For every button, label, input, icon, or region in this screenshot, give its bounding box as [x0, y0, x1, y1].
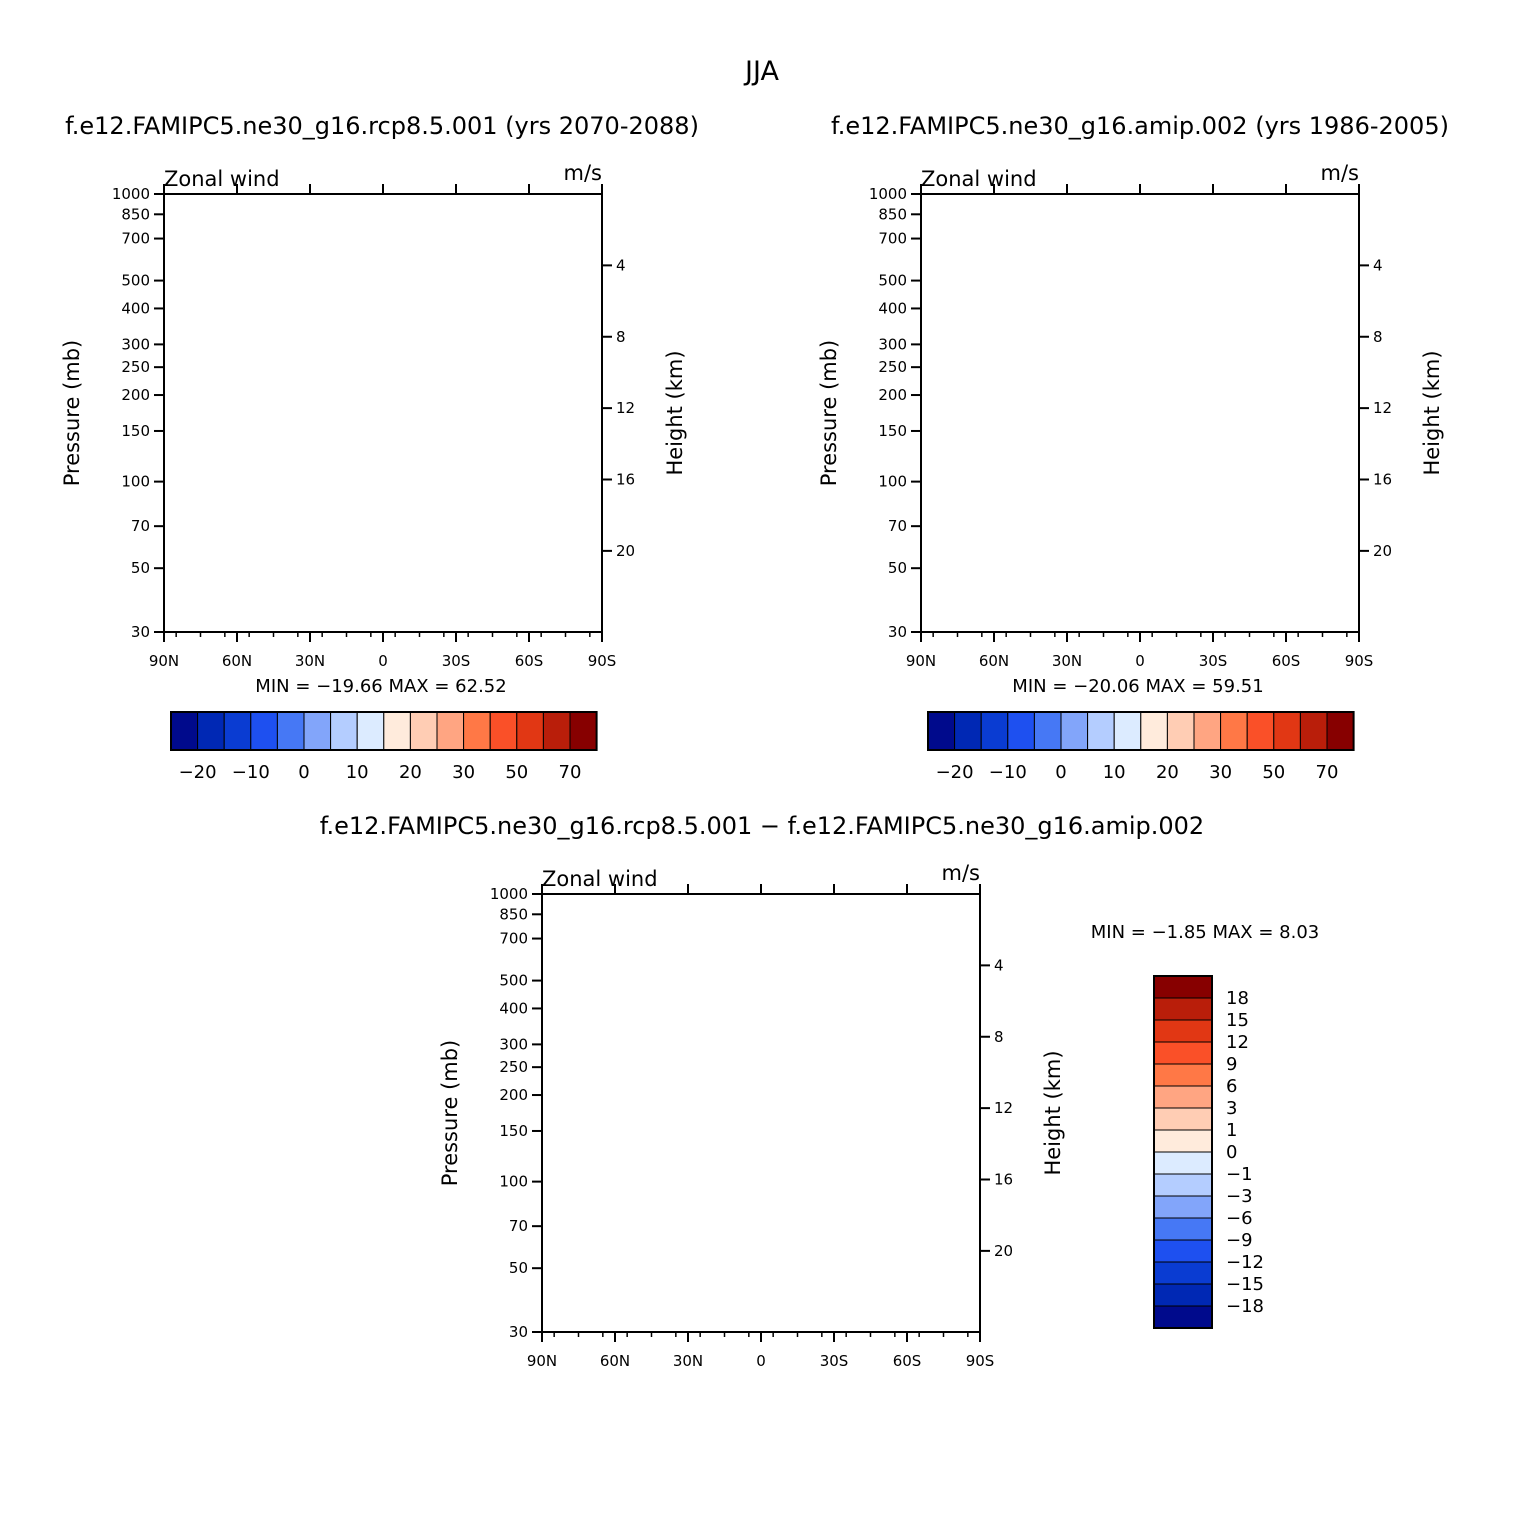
colorbar-swatch [436, 711, 465, 751]
colorbar-swatch [356, 711, 385, 751]
colorbar-swatch [542, 711, 571, 751]
height-tick-label: 20 [616, 542, 635, 560]
colorbar-swatch [303, 711, 332, 751]
height-tick-label: 12 [616, 399, 635, 417]
panels-layer: f.e12.FAMIPC5.ne30_g16.rcp8.5.001 (yrs 2… [60, 112, 1449, 1370]
height-axis-title: Height (km) [663, 350, 687, 475]
y-tick-label: 1000 [112, 185, 150, 203]
x-tick-label: 0 [378, 652, 388, 670]
colorbar-swatch [276, 711, 305, 751]
colorbar-label: 50 [505, 762, 528, 783]
figure-title: JJA [743, 56, 779, 87]
y-axis: 30 50 70 100 150 200 250 300 400 500 700 850 1000 Pre… [60, 185, 164, 641]
y-tick-label: 50 [131, 559, 150, 577]
colorbar-swatch [223, 711, 252, 751]
colorbar-label: 0 [298, 762, 309, 783]
x-axis: 90N 60N 30N 0 30S 60S 90S [149, 184, 616, 670]
y-tick-label: 700 [121, 230, 150, 248]
colorbar-swatch [569, 711, 598, 751]
colorbar-swatch [516, 711, 544, 751]
colorbar-swatch [197, 711, 225, 751]
colorbar-label: −10 [232, 762, 270, 783]
x-tick-label: 60S [515, 652, 544, 670]
y-tick-label: 250 [121, 358, 150, 376]
y-tick-label: 850 [121, 205, 150, 223]
colorbar-swatch [250, 711, 278, 751]
height-tick-label: 4 [616, 256, 626, 274]
variable-label: Zonal wind [164, 167, 280, 191]
y-axis-title: Pressure (mb) [60, 340, 84, 487]
colorbar-swatch [409, 711, 438, 751]
colorbar-swatch [489, 711, 518, 751]
y-tick-label: 150 [121, 422, 150, 440]
colorbar-label: 70 [559, 762, 582, 783]
panel-subtitle: f.e12.FAMIPC5.ne30_g16.rcp8.5.001 (yrs 2… [65, 112, 699, 140]
height-axis: 4 8 12 16 20 Height (km) [602, 256, 687, 560]
colorbar-swatch [170, 711, 199, 751]
colorbar-swatch [463, 711, 491, 751]
panel-subtitle: f.e12.FAMIPC5.ne30_g16.amip.002 (yrs 198… [831, 112, 1449, 140]
colorbar-frame [170, 711, 598, 751]
x-tick-label: 90S [588, 652, 617, 670]
colorbar-swatch [383, 711, 411, 751]
panel-1: f.e12.FAMIPC5.ne30_g16.rcp8.5.001 (yrs 2… [60, 112, 699, 783]
y-tick-label: 30 [131, 623, 150, 641]
x-tick-label: 60N [222, 652, 252, 670]
colorbar-label: 20 [399, 762, 422, 783]
colorbar-label: 30 [452, 762, 475, 783]
colorbar-swatch [330, 711, 358, 751]
colorbar-label: 10 [346, 762, 369, 783]
x-tick-label: 30S [442, 652, 471, 670]
plot-frame [163, 193, 603, 633]
units-label: m/s [564, 161, 602, 185]
y-tick-label: 70 [131, 517, 150, 535]
x-tick-label: 30N [295, 652, 325, 670]
y-tick-label: 100 [121, 473, 150, 491]
x-tick-label: 90N [149, 652, 179, 670]
y-tick-label: 200 [121, 386, 150, 404]
y-tick-label: 300 [121, 335, 150, 353]
height-tick-label: 8 [616, 328, 626, 346]
height-tick-label: 16 [616, 471, 635, 489]
panel-2: f.e12.FAMIPC5.ne30_g16.amip.002 (yrs 198… [817, 112, 1449, 783]
y-tick-label: 500 [121, 272, 150, 290]
y-tick-label: 400 [121, 299, 150, 317]
colorbar: −20 −10 0 10 20 30 50 70 [170, 711, 598, 783]
colorbar-label: −20 [179, 762, 217, 783]
min-max-label: MIN = −19.66 MAX = 62.52 [255, 676, 506, 697]
